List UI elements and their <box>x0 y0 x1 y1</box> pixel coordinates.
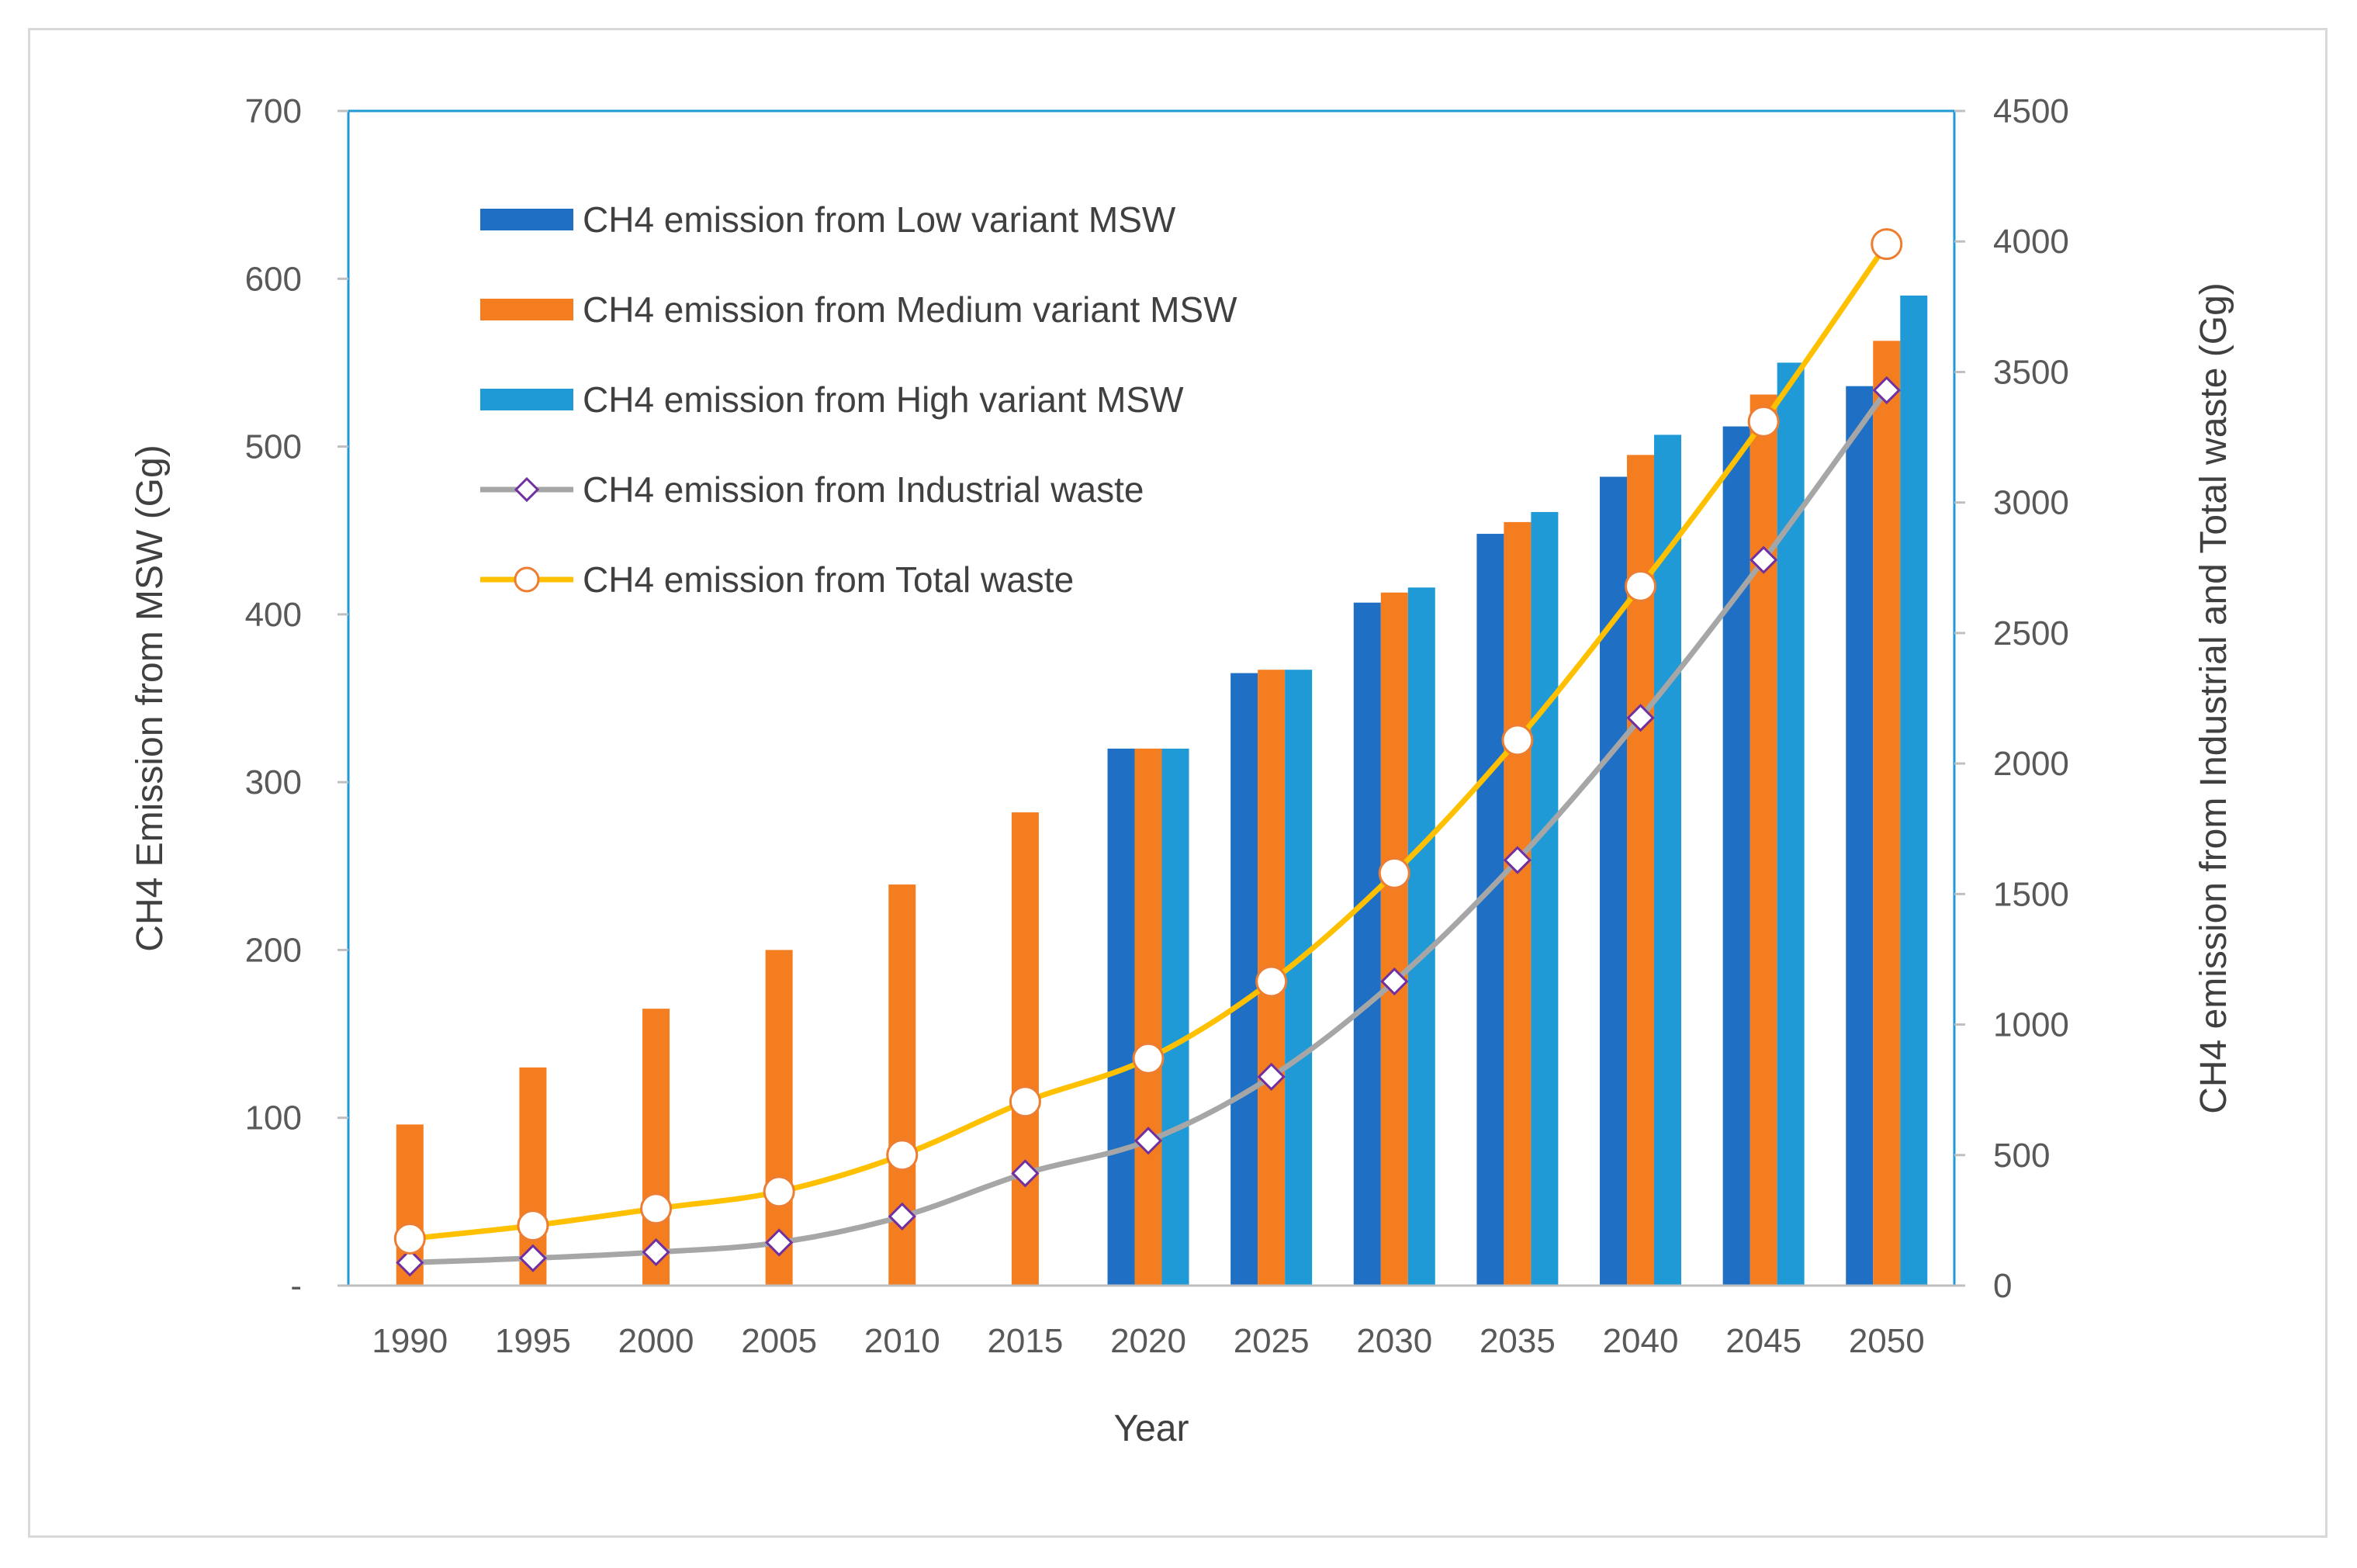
bar <box>1504 521 1532 1286</box>
bar <box>1846 386 1874 1286</box>
x-tick-label: 2020 <box>1110 1322 1186 1360</box>
x-tick-label: 2050 <box>1849 1322 1925 1360</box>
bar <box>1476 534 1504 1286</box>
x-axis-title: Year <box>1114 1408 1189 1449</box>
bar <box>1380 592 1408 1286</box>
bar <box>1353 602 1381 1286</box>
y2-tick-label: 500 <box>1993 1137 2050 1175</box>
legend-label: CH4 emission from Total waste <box>583 559 1074 600</box>
diamond-marker <box>1872 376 1901 405</box>
legend-diamond-marker <box>514 476 540 503</box>
y-tick-label: 300 <box>245 763 302 801</box>
diamond-marker <box>1257 1062 1286 1091</box>
bar <box>1285 670 1313 1286</box>
y2-tick-label: 4500 <box>1993 92 2069 130</box>
diamond-marker <box>396 1248 424 1277</box>
bar <box>1011 812 1039 1286</box>
legend-circle-marker <box>514 566 540 593</box>
bar <box>1750 394 1777 1286</box>
circle-marker <box>1132 1042 1165 1075</box>
legend: CH4 emission from Low variant MSW CH4 emi… <box>480 199 1237 600</box>
bar <box>1654 434 1682 1286</box>
bars-group <box>396 295 1928 1286</box>
diamond-marker <box>1134 1127 1163 1155</box>
x-tick-label: 2040 <box>1603 1322 1679 1360</box>
y2-tick-label: 1000 <box>1993 1006 2069 1044</box>
x-tick-label: 2010 <box>864 1322 940 1360</box>
chart-frame: - 100 200 300 400 500 600 700 0 500 1000 1500 2000 25… <box>28 28 2328 1538</box>
y-tick-label: 500 <box>245 428 302 466</box>
y2-tick-label: 2500 <box>1993 614 2069 652</box>
x-tick-label: 2030 <box>1356 1322 1432 1360</box>
circle-marker <box>763 1175 795 1208</box>
bar <box>1161 748 1189 1286</box>
y-tick-label: 200 <box>245 931 302 969</box>
y-tick-label: - <box>290 1267 302 1305</box>
circle-marker <box>1255 965 1288 998</box>
circle-marker <box>1747 405 1780 438</box>
circle-marker <box>393 1222 426 1255</box>
bar <box>1407 587 1435 1286</box>
diamond-marker <box>1626 704 1655 732</box>
legend-swatch <box>480 389 573 410</box>
diamond-marker <box>1750 545 1778 574</box>
y2-tick-label: 1500 <box>1993 875 2069 913</box>
x-tick-label: 2045 <box>1725 1322 1801 1360</box>
y2-tick-label: 4000 <box>1993 223 2069 261</box>
bar <box>1107 748 1135 1286</box>
bar <box>1873 341 1901 1286</box>
circle-marker <box>1009 1085 1041 1118</box>
circle-marker <box>1625 569 1657 602</box>
x-tick-label: 2015 <box>987 1322 1063 1360</box>
x-tick-label: 1995 <box>495 1322 571 1360</box>
diamond-marker <box>1380 967 1409 996</box>
legend-label: CH4 emission from High variant MSW <box>583 379 1184 420</box>
x-tick-label: 2035 <box>1480 1322 1556 1360</box>
x-tick-label: 1990 <box>372 1322 448 1360</box>
bar <box>1722 426 1750 1286</box>
diamond-marker <box>1011 1159 1040 1188</box>
diamond-marker <box>518 1244 548 1272</box>
lines-group <box>393 228 1903 1277</box>
y2-tick-label: 3500 <box>1993 353 2069 391</box>
y-tick-label: 400 <box>245 596 302 634</box>
diamond-marker <box>1503 846 1532 874</box>
y2-tick-label: 2000 <box>1993 745 2069 783</box>
y-tick-label: 700 <box>245 92 302 130</box>
x-tick-label: 2000 <box>618 1322 694 1360</box>
legend-label: CH4 emission from Industrial waste <box>583 469 1144 510</box>
legend-swatch <box>480 299 573 320</box>
bar <box>1600 476 1628 1286</box>
bar <box>1531 511 1559 1286</box>
diamond-marker <box>642 1237 670 1267</box>
y-tick-label: 100 <box>245 1099 302 1137</box>
y2-tick-label: 0 <box>1993 1267 2012 1305</box>
x-tick-label: 2005 <box>741 1322 817 1360</box>
series-line <box>410 388 1889 1265</box>
series-line <box>409 242 1889 1241</box>
bar <box>1134 748 1162 1286</box>
legend-swatch <box>480 209 573 230</box>
diamond-marker <box>888 1202 916 1231</box>
circle-marker <box>640 1192 673 1225</box>
y-axis-title: CH4 Emission from MSW (Gg) <box>130 445 171 951</box>
bar <box>1230 673 1258 1286</box>
circle-marker <box>517 1210 549 1242</box>
x-tick-label: 2025 <box>1234 1322 1310 1360</box>
bar <box>1777 362 1805 1286</box>
circle-marker <box>1501 724 1534 756</box>
y2-axis-title: CH4 emission from Industrial and Total w… <box>2193 282 2234 1114</box>
chart-svg: - 100 200 300 400 500 600 700 0 500 1000 1500 2000 25… <box>130 92 2234 1449</box>
y2-tick-label: 3000 <box>1993 484 2069 522</box>
axes-group: - 100 200 300 400 500 600 700 0 500 1000 1500 2000 25… <box>245 92 2069 1360</box>
diamond-marker <box>765 1228 794 1257</box>
circle-marker <box>886 1139 919 1172</box>
bar <box>1900 295 1928 1286</box>
legend-label: CH4 emission from Medium variant MSW <box>583 289 1237 330</box>
legend-label: CH4 emission from Low variant MSW <box>583 199 1176 240</box>
y-tick-label: 600 <box>245 260 302 298</box>
circle-marker <box>1378 857 1410 889</box>
circle-marker <box>1871 228 1903 261</box>
